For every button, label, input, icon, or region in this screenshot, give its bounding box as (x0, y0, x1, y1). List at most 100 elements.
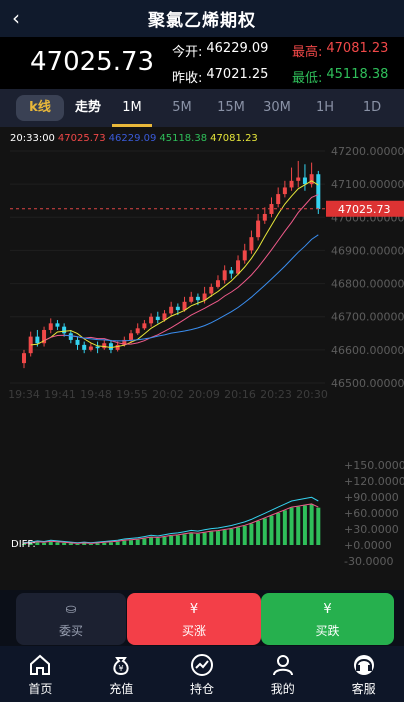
macd-bar (236, 527, 241, 545)
nav-home[interactable]: 首页 (0, 646, 81, 702)
chevron-left-icon[interactable]: ‹ (12, 6, 20, 30)
period-tabs: k线 走势 1M 5M 15M 30M 1H 1D (0, 89, 404, 127)
nav-recharge-label: 充值 (109, 682, 134, 696)
candle-body (215, 280, 220, 287)
prev-row: 昨收: 47021.25 (172, 67, 268, 86)
chart-canvas: 47200.0000047100.0000047000.0000046900.0… (8, 145, 404, 568)
macd-bar (262, 518, 267, 545)
legend-time: 20:33:00 (10, 133, 55, 144)
macd-bar (62, 542, 67, 545)
nav-mine[interactable]: 我的 (242, 646, 323, 702)
tab-5m[interactable]: 5M (172, 100, 192, 115)
coins-icon: ⛀ (65, 602, 77, 617)
kline-button[interactable]: k线 (16, 95, 64, 121)
buy-down-label: 买跌 (315, 624, 340, 638)
candle-body (229, 270, 234, 274)
macd-bar (35, 542, 40, 545)
macd-bar (95, 543, 100, 545)
legend-value-3: 45118.38 (159, 133, 208, 144)
macd-bar (189, 533, 194, 545)
nav-home-label: 首页 (28, 682, 53, 696)
tab-1m[interactable]: 1M (122, 100, 142, 115)
candle-body (195, 296, 200, 301)
candle-body (302, 177, 307, 185)
macd-bar (22, 543, 26, 545)
macd-bar (169, 535, 174, 545)
candle-body (135, 328, 140, 334)
macd-bar (162, 537, 167, 545)
candle-body (48, 323, 53, 330)
macd-bar (102, 542, 107, 545)
nav-mine-label: 我的 (270, 682, 295, 696)
buy-down-button[interactable]: ¥ 买跌 (261, 593, 394, 645)
nav-recharge[interactable]: ¥ 充值 (81, 646, 162, 702)
candle-body (169, 306, 174, 314)
x-tick-label: 20:23 (260, 388, 292, 401)
trend-button[interactable]: 走势 (74, 100, 101, 115)
tab-1d[interactable]: 1D (362, 100, 382, 115)
home-icon (30, 654, 51, 675)
macd-bar (195, 533, 200, 545)
macd-bar (256, 521, 261, 545)
candle-body (82, 344, 87, 350)
y-tick-label: 46700.00000 (331, 311, 404, 324)
nav-position-label: 持仓 (189, 682, 214, 696)
candle-body (55, 323, 60, 327)
macd-tick-label: +90.0000 (344, 491, 399, 504)
tab-15m[interactable]: 15M (217, 100, 245, 115)
candle-body (149, 316, 154, 324)
macd-bar (249, 523, 254, 545)
candle-body (309, 174, 314, 185)
macd-bar (28, 543, 33, 545)
ma20-line (64, 234, 319, 342)
yen-icon: ¥ (189, 602, 199, 617)
ma5-line (30, 180, 319, 349)
last-price-label: 47025.73 (338, 203, 391, 216)
macd-bar (115, 541, 120, 545)
macd-bar (175, 535, 180, 545)
macd-tick-label: +30.0000 (344, 523, 399, 536)
macd-tick-label: +150.0000 (344, 459, 404, 472)
candle-body (249, 237, 254, 251)
nav-position[interactable]: 持仓 (162, 646, 243, 702)
kline-chart[interactable]: 47200.00000 47100.00000 47000.00000 46900.0… (0, 127, 404, 590)
tab-30m[interactable]: 30M (263, 100, 291, 115)
x-tick-label: 20:09 (188, 388, 220, 401)
x-tick-label: 20:16 (224, 388, 256, 401)
candle-body (62, 326, 67, 334)
candle-body (316, 174, 321, 209)
macd-bar (42, 542, 47, 545)
tab-1h[interactable]: 1H (315, 100, 335, 115)
candle-body (209, 286, 214, 294)
chart-legend: 20:33:00 47025.73 46229.09 45118.38 4708… (10, 133, 258, 144)
buy-up-button[interactable]: ¥ 买涨 (127, 593, 261, 645)
prev-value: 47021.25 (206, 67, 269, 82)
high-value: 47081.23 (326, 41, 389, 56)
candle-body (189, 296, 194, 302)
page-title: 聚氯乙烯期权 (148, 11, 256, 31)
prev-label: 昨收: (172, 71, 203, 86)
candle-body (202, 293, 207, 301)
macd-bar (209, 531, 214, 545)
candle-body (122, 339, 127, 345)
macd-bar (55, 542, 60, 545)
macd-tick-label: +120.0000 (344, 475, 404, 488)
candle-body (35, 336, 40, 344)
macd-bar (122, 540, 127, 545)
macd-bar (48, 541, 53, 545)
macd-bar (289, 507, 294, 545)
macd-bar (75, 543, 80, 545)
macd-bar (142, 538, 147, 545)
macd-bar (149, 537, 154, 545)
candle-body (162, 313, 167, 321)
macd-bar (222, 530, 227, 545)
macd-tick-label: -30.0000 (344, 555, 393, 568)
diff-line (23, 496, 319, 544)
buy-up-label: 买涨 (181, 624, 206, 638)
entrust-button[interactable]: ⛀ 委买 (16, 593, 126, 645)
candle-body (155, 316, 160, 321)
macd-bar (229, 529, 234, 545)
macd-tick-label: +0.0000 (344, 539, 392, 552)
candle-body (236, 260, 241, 274)
nav-service[interactable]: 客服 (323, 646, 404, 702)
